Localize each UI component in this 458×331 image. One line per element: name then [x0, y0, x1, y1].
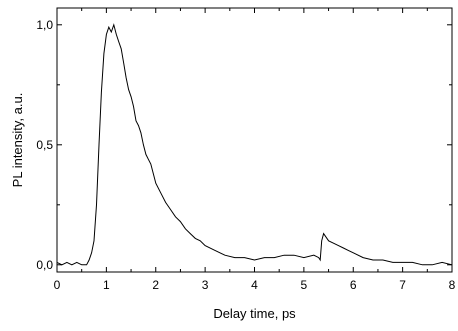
x-tick-label: 6 [350, 278, 357, 292]
x-tick-label: 5 [301, 278, 308, 292]
x-tick-labels: 0 1 2 3 4 5 6 7 8 [54, 278, 456, 292]
x-tick-label: 1 [103, 278, 110, 292]
tick-group [56, 8, 453, 272]
x-tick-label: 8 [449, 278, 456, 292]
x-tick-label: 3 [202, 278, 209, 292]
y-tick-label: 0,5 [36, 138, 53, 152]
y-axis-title: PL intensity, a.u. [10, 93, 25, 188]
x-tick-label: 7 [399, 278, 406, 292]
x-axis-title: Delay time, ps [213, 306, 296, 321]
plot-frame [56, 7, 453, 273]
y-tick-labels: 0,0 0,5 1,0 [36, 18, 53, 272]
y-tick-label: 1,0 [36, 18, 53, 32]
x-tick-label: 0 [54, 278, 61, 292]
x-tick-label: 4 [251, 278, 258, 292]
series-line [56, 23, 453, 266]
y-tick-label: 0,0 [36, 258, 53, 272]
x-tick-label: 2 [152, 278, 159, 292]
